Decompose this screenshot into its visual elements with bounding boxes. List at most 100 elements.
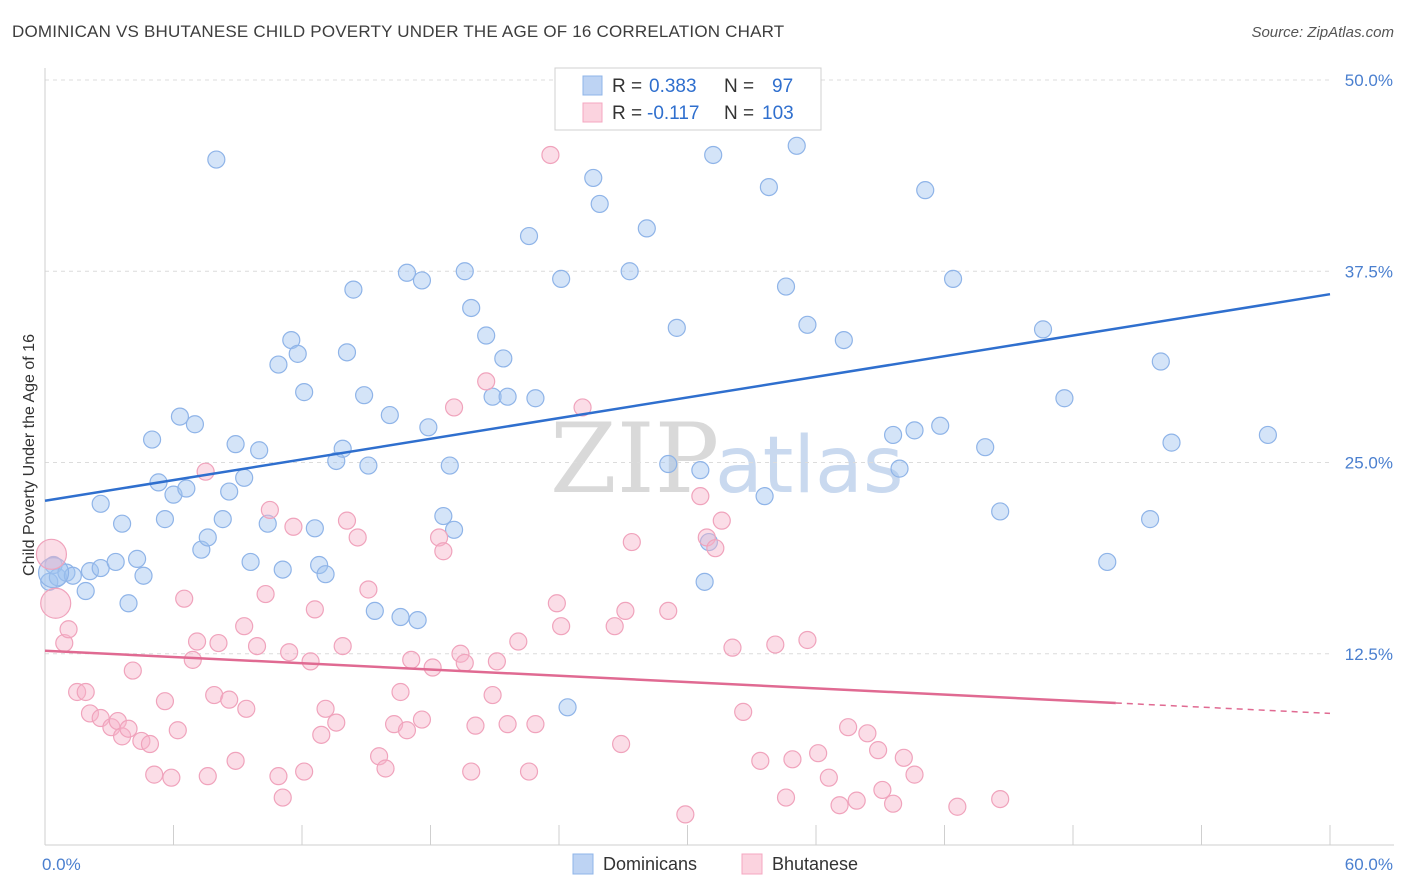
bhutanese-point-17 [162, 768, 181, 787]
bhutanese-trend-line-extension [1115, 702, 1331, 715]
bottom-legend-bhutanese: Bhutanese [772, 854, 858, 874]
bhutanese-point-24 [205, 685, 224, 705]
dominicans-point-18 [170, 407, 190, 426]
bhutanese-trend-line [44, 649, 1116, 705]
bhutanese-point-70 [547, 594, 566, 613]
dominicans-point-78 [787, 136, 806, 155]
bhutanese-point-100 [905, 765, 924, 784]
axes [44, 68, 1394, 846]
dominicans-point-63 [552, 269, 571, 288]
bhutanese-point-25 [209, 633, 228, 653]
bhutanese-point-23 [198, 767, 217, 786]
dominicans-point-64 [558, 698, 577, 717]
watermark: ZIP atlas [550, 403, 904, 515]
bhutanese-point-72 [573, 398, 592, 417]
dominicans-point-22 [198, 528, 217, 547]
bhutanese-point-56 [434, 542, 453, 561]
legend-swatch-dominicans [582, 75, 603, 96]
dominicans-point-81 [883, 425, 903, 445]
dominicans-point-44 [359, 456, 378, 475]
dominicans-point-80 [834, 331, 853, 350]
bhutanese-point-20 [183, 650, 202, 669]
dominicans-point-25 [220, 482, 239, 501]
dominicans-point-8 [106, 552, 125, 572]
dominicans-point-36 [305, 519, 324, 538]
dominicans-point-47 [391, 607, 410, 627]
bhutanese-point-102 [991, 789, 1010, 809]
dominicans-point-5 [76, 581, 95, 601]
bhutanese-point-73 [605, 617, 624, 636]
dominicans-point-55 [455, 262, 474, 281]
dominicans-point-89 [1033, 320, 1053, 339]
y-tick-label-1: 25.0% [1345, 454, 1393, 473]
dominicans-point-87 [976, 438, 995, 457]
bhutanese-point-92 [830, 796, 849, 815]
dominicans-point-74 [704, 145, 723, 165]
dominicans-point-12 [127, 549, 147, 568]
bhutanese-point-58 [451, 644, 470, 663]
dominicans-point-49 [408, 610, 427, 630]
dominicans-point-10 [112, 514, 132, 533]
bhutanese-point-74 [612, 734, 631, 754]
dominicans-point-45 [365, 601, 384, 621]
dominicans-point-86 [943, 269, 963, 288]
bhutanese-point-67 [519, 762, 539, 781]
bhutanese-point-82 [712, 511, 731, 530]
bhutanese-point-16 [155, 692, 175, 711]
dominicans-point-95 [1258, 425, 1277, 445]
bhutanese-point-48 [376, 759, 395, 778]
bhutanese-point-59 [455, 653, 474, 673]
bhutanese-point-69 [541, 145, 560, 165]
dominicans-point-14 [142, 430, 162, 449]
dominicans-point-82 [890, 459, 909, 478]
chart-title: DOMINICAN VS BHUTANESE CHILD POVERTY UND… [12, 22, 785, 41]
bhutanese-point-90 [809, 744, 828, 763]
dominicans-point-29 [250, 441, 269, 460]
y-axis-label: Child Poverty Under the Age of 16 [21, 334, 38, 576]
watermark-zip: ZIP [550, 403, 719, 515]
bhutanese-point-26 [220, 690, 239, 709]
legend-r-value-2: -0.117 [647, 103, 699, 124]
bhutanese-point-61 [466, 716, 485, 735]
dominicans-point-50 [412, 271, 432, 290]
chart-source: Source: ZipAtlas.com [1251, 24, 1394, 41]
dominicans-point-26 [226, 435, 245, 454]
bhutanese-point-46 [359, 580, 378, 599]
dominicans-point-46 [380, 405, 399, 425]
dominicans-point-41 [337, 343, 357, 362]
bhutanese-point-101 [948, 797, 967, 816]
x-tick-labels: 0.0% 60.0% [42, 855, 1393, 874]
dominicans-point-92 [1140, 510, 1160, 529]
dominicans-point-62 [526, 389, 545, 408]
dominicans-point-70 [667, 318, 686, 337]
bhutanese-point-51 [397, 721, 417, 740]
bhutanese-point-79 [691, 487, 710, 506]
bhutanese-point-22 [196, 462, 215, 481]
dominicans-point-57 [477, 326, 496, 345]
dominicans-point-54 [444, 520, 464, 539]
x-tick-label-1: 60.0% [1345, 855, 1393, 874]
bhutanese-point-68 [526, 715, 545, 734]
grid-lines [45, 79, 1330, 655]
bhutanese-point-1 [40, 587, 72, 619]
bhutanese-point-91 [819, 768, 838, 787]
legend: R = 0.383 N = 97 R = -0.117 N = 103 [554, 67, 822, 131]
bhutanese-point-31 [256, 584, 275, 604]
legend-n-value-1: 97 [772, 76, 793, 97]
bhutanese-point-85 [751, 751, 770, 770]
trend-lines [44, 292, 1331, 715]
dominicans-point-61 [519, 226, 539, 246]
bhutanese-point-45 [348, 528, 367, 547]
bottom-legend-dominicans: Dominicans [603, 854, 697, 874]
bhutanese-point-60 [462, 762, 481, 781]
dominicans-point-51 [419, 418, 438, 437]
bhutanese-point-35 [280, 643, 299, 662]
bhutanese-point-78 [676, 805, 695, 824]
bhutanese-point-83 [723, 638, 742, 657]
bhutanese-point-97 [873, 780, 892, 800]
dominicans-point-32 [273, 560, 292, 579]
bhutanese-point-12 [123, 661, 142, 680]
dominicans-point-31 [269, 355, 288, 374]
bhutanese-point-65 [498, 715, 517, 734]
dominicans-point-19 [177, 479, 196, 498]
